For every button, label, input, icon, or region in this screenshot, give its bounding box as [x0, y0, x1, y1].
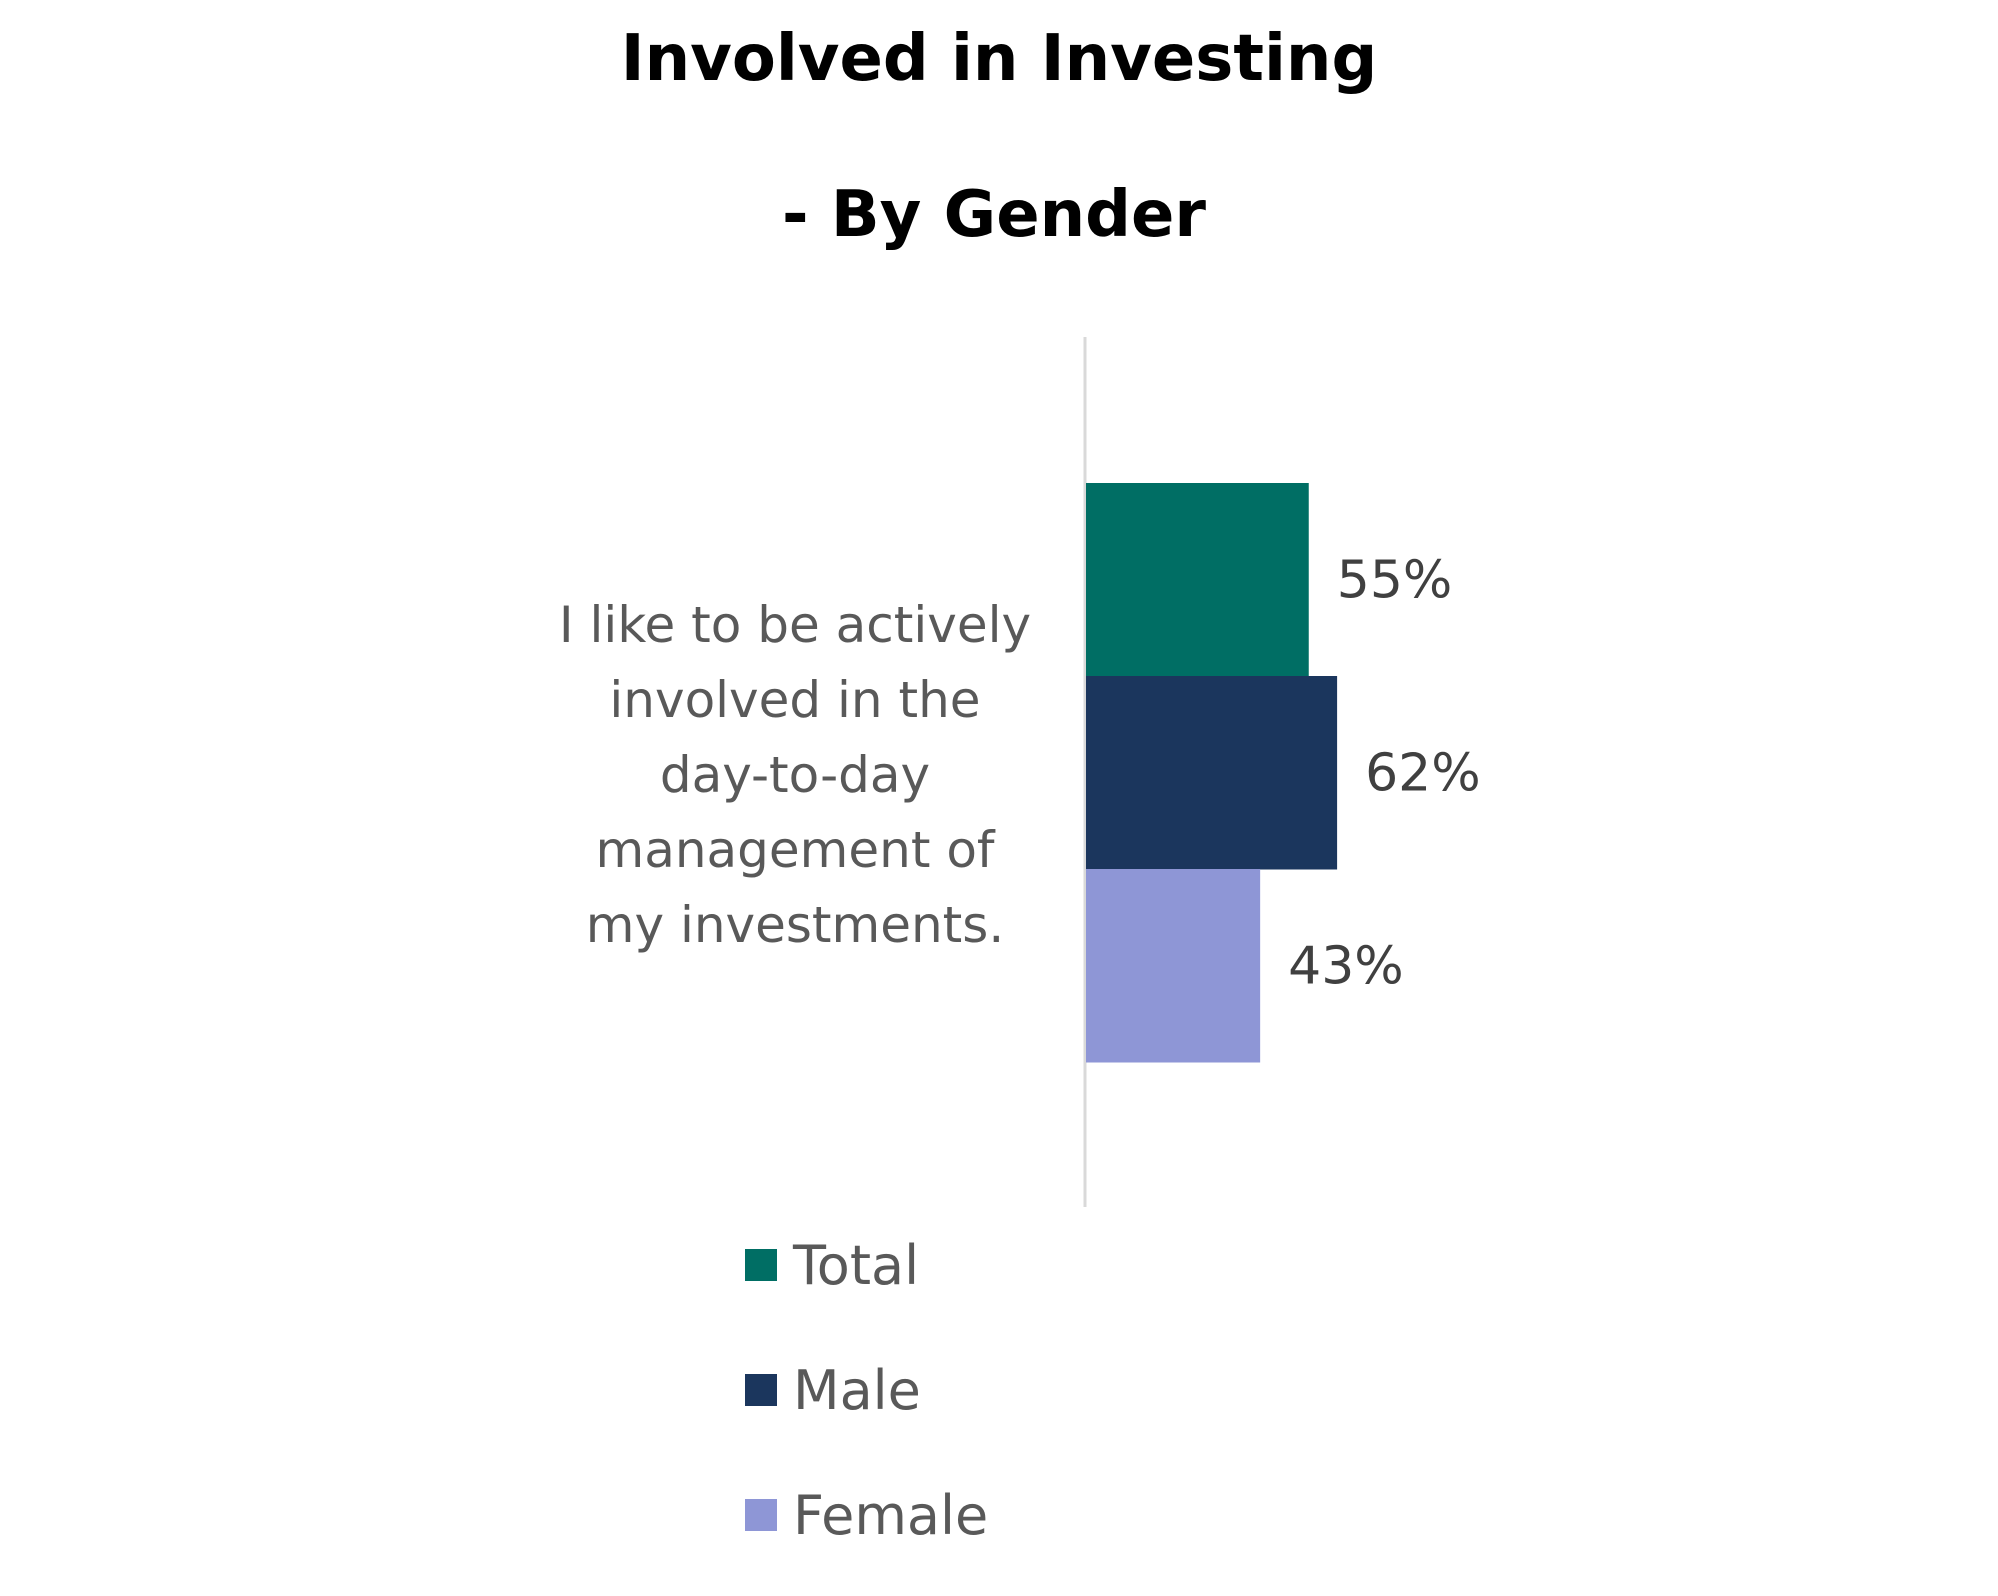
- data-label-male: 62%: [1365, 744, 1481, 804]
- category-label-line: management of: [595, 821, 995, 879]
- category-label-line: day-to-day: [659, 746, 931, 804]
- data-label-total: 55%: [1337, 551, 1453, 611]
- bar-total: [1086, 483, 1309, 677]
- chart-title: Involved in Investing: [620, 22, 1378, 96]
- legend-swatch-total: [745, 1249, 777, 1281]
- legend-item-total: Total: [745, 1225, 919, 1305]
- chart-subtitle: - By Gender: [782, 178, 1206, 252]
- category-label-line: my investments.: [585, 896, 1005, 954]
- category-label: I like to be actively involved in the da…: [520, 588, 1070, 963]
- legend-label-female: Female: [793, 1483, 989, 1547]
- legend-swatch-male: [745, 1374, 777, 1406]
- legend-swatch-female: [745, 1499, 777, 1531]
- legend-label-total: Total: [793, 1233, 920, 1297]
- category-label-line: involved in the: [609, 671, 981, 729]
- legend-label-male: Male: [793, 1358, 921, 1422]
- legend-item-male: Male: [745, 1350, 921, 1430]
- category-label-line: I like to be actively: [558, 596, 1032, 654]
- data-labels-group: 55% 62% 43%: [1288, 551, 1481, 997]
- bars-group: [1086, 483, 1338, 1063]
- legend-item-female: Female: [745, 1475, 988, 1555]
- bar-male: [1086, 676, 1338, 870]
- bar-female: [1086, 869, 1261, 1063]
- data-label-female: 43%: [1288, 937, 1404, 997]
